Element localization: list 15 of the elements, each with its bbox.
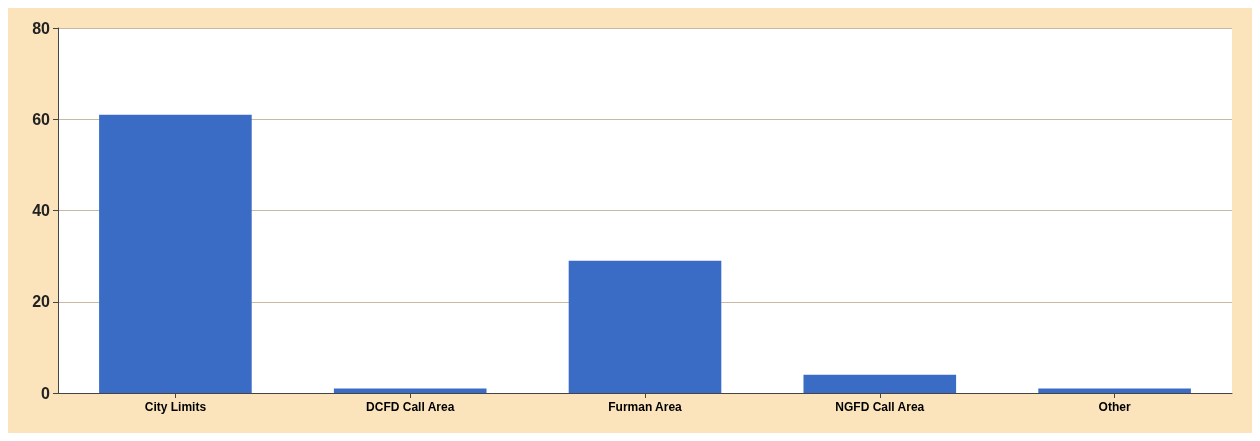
x-tick-label: Furman Area [608, 400, 683, 414]
y-tick-label: 20 [32, 293, 51, 311]
bar [99, 114, 252, 393]
x-tick-label: DCFD Call Area [366, 400, 455, 414]
bar [803, 374, 957, 393]
x-tick-label: Other [1098, 400, 1131, 414]
bar [333, 388, 487, 393]
bar [1038, 388, 1191, 393]
x-tick-label: NGFD Call Area [835, 400, 925, 414]
bar [568, 260, 722, 393]
y-tick-label: 40 [32, 202, 51, 219]
y-tick-label: 60 [32, 110, 51, 128]
y-tick-label: 0 [41, 384, 51, 402]
x-tick-label: City Limits [144, 400, 207, 414]
y-tick-label: 80 [32, 19, 51, 37]
